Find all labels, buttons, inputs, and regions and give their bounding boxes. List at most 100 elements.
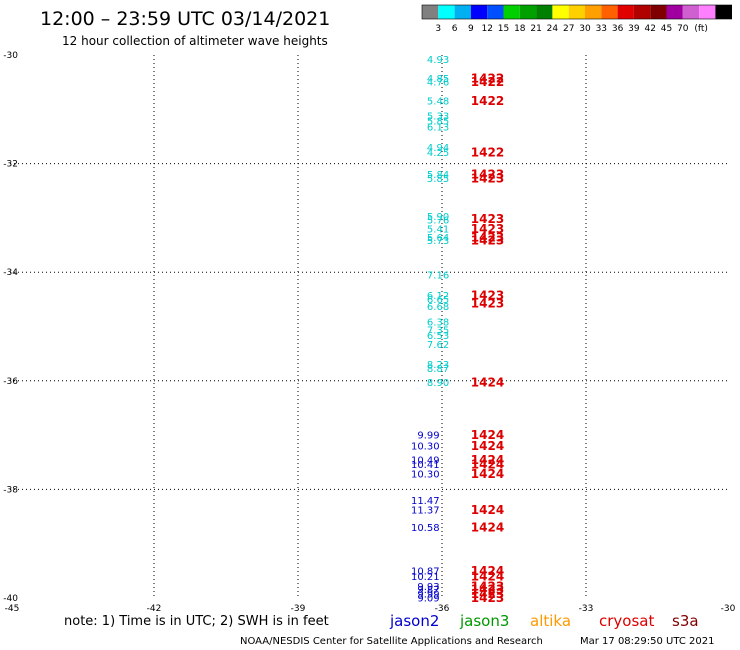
x-tick-label: -45: [5, 604, 20, 614]
colorbar-swatch: [470, 5, 488, 19]
swh-value-label: 11.37: [411, 506, 440, 517]
colorbar-label: 9: [468, 24, 474, 34]
time-mark-label: 1423: [471, 222, 504, 236]
legend-s3a: s3a: [672, 612, 699, 630]
colorbar-label: 18: [514, 24, 526, 34]
swh-value-label: 10.30: [411, 470, 440, 481]
satellite-legend: jason2 jason3 altika cryosat s3a: [389, 612, 699, 630]
colorbar-unit: (ft): [694, 24, 708, 34]
colorbar-label: 6: [452, 24, 458, 34]
time-mark-label: 1423: [471, 171, 504, 185]
swh-value-label: 6.12: [427, 291, 449, 302]
time-mark-label: 1424: [471, 375, 504, 389]
swh-value-label: 10.49: [411, 456, 440, 467]
note-text: note: 1) Time is in UTC; 2) SWH is in fe…: [64, 614, 329, 629]
colorbar-label: 27: [563, 24, 574, 34]
swh-value-label: 10.21: [411, 572, 440, 583]
time-mark-label: 1423: [471, 591, 504, 605]
time-mark-label: 1423: [471, 212, 504, 226]
swh-value-label: 11.47: [411, 496, 440, 507]
time-mark-label: 1424: [471, 453, 504, 467]
colorbar-swatch: [438, 5, 455, 19]
time-mark-label: 1424: [471, 439, 504, 453]
legend-cryosat: cryosat: [599, 612, 654, 630]
time-marks: 1422142214221422142314231423142314231423…: [471, 71, 504, 605]
swh-value-label: 4.76: [427, 78, 449, 89]
colorbar-swatch: [487, 5, 504, 19]
y-tick-label: -34: [3, 268, 18, 278]
colorbar-label: 45: [661, 24, 672, 34]
colorbar-swatch: [454, 5, 471, 19]
swh-value-label: 5.90: [427, 212, 449, 223]
grid-lines: [10, 55, 730, 598]
colorbar-swatch: [633, 5, 651, 19]
swh-value-label: 4.93: [427, 55, 449, 66]
swh-value-label: 5.48: [427, 97, 449, 108]
colorbar-swatch: [519, 5, 537, 19]
colorbar-frame: [421, 4, 733, 20]
colorbar-label: 33: [596, 24, 607, 34]
swh-value-label: 10.87: [411, 566, 440, 577]
chart-title: 12:00 – 23:59 UTC 03/14/2021: [40, 8, 330, 30]
colorbar-label: 15: [498, 24, 509, 34]
swh-value-label: 9.93: [417, 582, 439, 593]
swh-value-label: 9.87: [417, 585, 439, 596]
swh-value-label: 10.41: [411, 460, 440, 471]
y-tick-label: -30: [3, 51, 18, 61]
swh-value-label: 5.64: [427, 233, 449, 244]
swh-value-label: 10.30: [411, 441, 440, 452]
legend-jason2: jason2: [389, 612, 439, 630]
y-tick-label: -38: [3, 485, 18, 495]
colorbar-swatch: [585, 5, 602, 19]
swh-value-label: 7.62: [427, 340, 449, 351]
swh-value-label: 5.33: [427, 111, 449, 122]
time-mark-label: 1424: [471, 503, 504, 517]
colorbar-label: 30: [579, 24, 591, 34]
chart-subtitle: 12 hour collection of altimeter wave hei…: [62, 34, 328, 48]
swh-value-label: 6.68: [427, 302, 449, 313]
footer-credit: NOAA/NESDIS Center for Satellite Applica…: [240, 636, 543, 647]
colorbar-swatch: [422, 5, 439, 19]
colorbar-swatch: [666, 5, 683, 19]
axis-ticks: -30 -32 -34 -36 -38 -40-45 -42 -39 -36 -33 -30: [3, 51, 735, 614]
swh-value-label: 9.99: [417, 431, 439, 442]
time-mark-label: 1423: [471, 234, 504, 248]
time-mark-label: 1422: [471, 71, 504, 85]
time-mark-label: 1424: [471, 428, 504, 442]
time-mark-label: 1423: [471, 230, 504, 244]
x-tick-label: -39: [291, 604, 306, 614]
y-tick-label: -32: [3, 160, 18, 170]
time-mark-label: 1422: [471, 94, 504, 108]
x-tick-label: -36: [435, 604, 450, 614]
data-points: 9.9910.3010.4910.4110.3011.4711.3710.581…: [411, 55, 449, 605]
time-mark-label: 1423: [471, 297, 504, 311]
swh-value-label: 5.41: [427, 224, 449, 235]
time-mark-label: 1423: [471, 582, 504, 596]
time-mark-label: 1424: [471, 520, 504, 534]
colorbar-label: 36: [612, 24, 624, 34]
colorbar-swatch: [536, 5, 553, 19]
colorbar-swatch: [715, 5, 732, 19]
time-mark-label: 1424: [471, 564, 504, 578]
colorbar-swatch: [650, 5, 667, 19]
swh-value-label: 5.85: [427, 117, 449, 128]
time-mark-label: 1423: [471, 289, 504, 303]
swh-value-label: 7.16: [427, 270, 449, 281]
time-mark-label: 1423: [471, 167, 504, 181]
x-tick-label: -30: [721, 604, 736, 614]
swh-value-label: 4.85: [427, 74, 449, 85]
colorbar-label: 12: [481, 24, 492, 34]
y-tick-label: -36: [3, 377, 18, 387]
swh-value-label: 5.73: [427, 236, 449, 247]
colorbar-swatch: [601, 5, 618, 19]
time-mark-label: 1424: [471, 457, 504, 471]
swh-value-label: 6.65: [427, 295, 449, 306]
time-mark-label: 1424: [471, 569, 504, 583]
colorbar: 3 6 9 12 15 18 21 24 27 30 33 36 39 42 45 70 (ft): [421, 4, 733, 34]
swh-value-label: 4.94: [427, 143, 449, 154]
colorbar-swatch: [617, 5, 634, 19]
swh-value-label: 5.85: [427, 174, 449, 185]
time-mark-label: 1423: [471, 587, 504, 601]
colorbar-label: 42: [644, 24, 655, 34]
